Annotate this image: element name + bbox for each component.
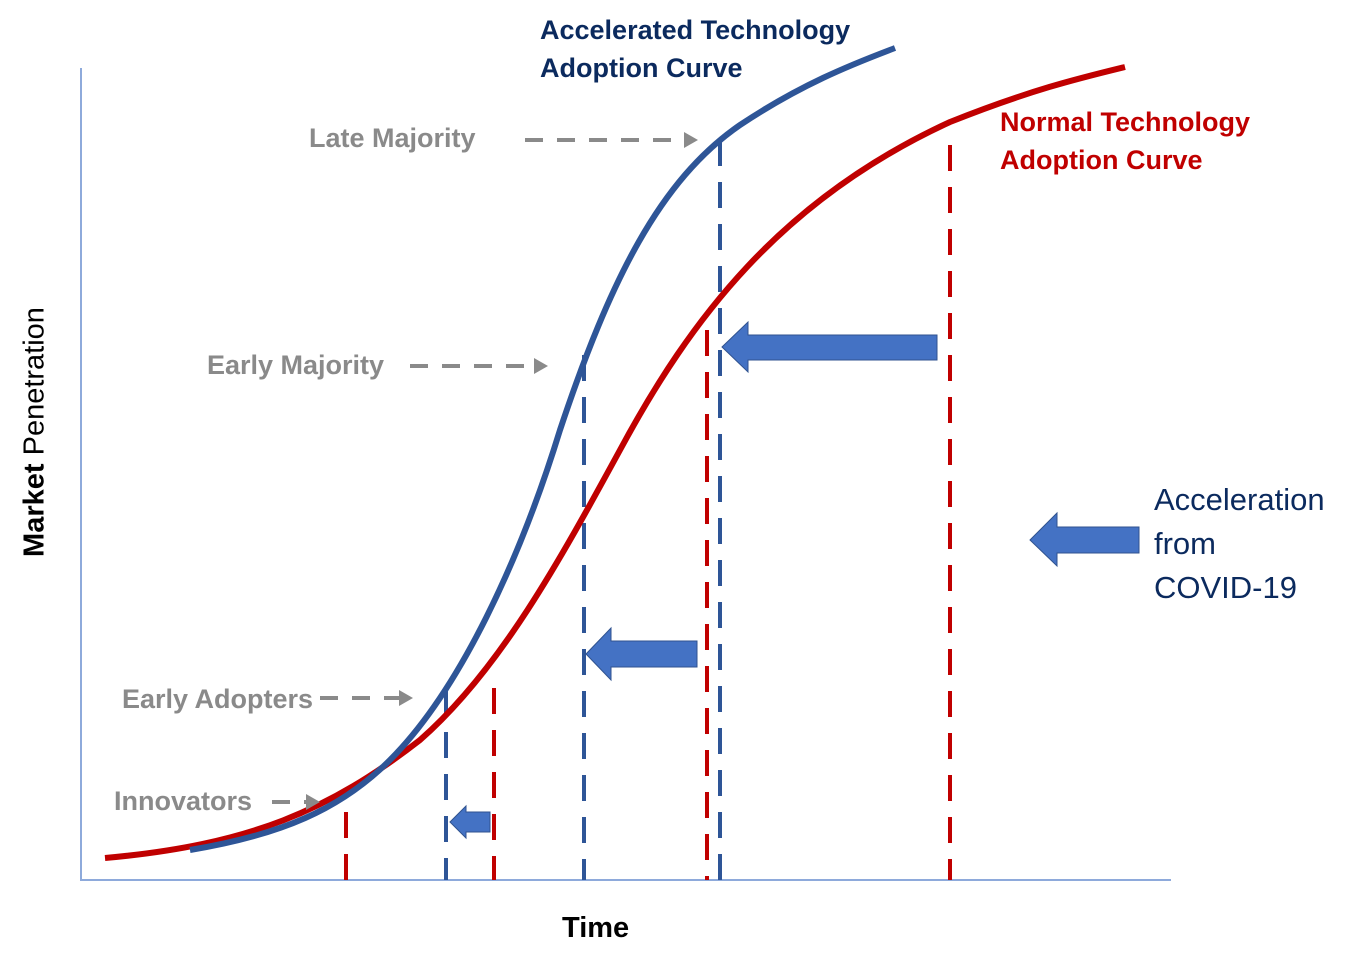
- accelerated-curve-title: Accelerated Technology Adoption Curve: [540, 11, 850, 87]
- legend-line: from: [1154, 526, 1216, 561]
- y-axis-label: Market Penetration: [19, 307, 52, 557]
- acceleration-arrow-early-adopters: [449, 804, 491, 840]
- accelerated-adoption-curve: [189, 45, 897, 853]
- arrowhead-icon: [534, 358, 548, 374]
- title-line: Accelerated Technology: [540, 15, 851, 45]
- label-innovators: Innovators: [114, 786, 253, 816]
- arrowhead-icon: [399, 690, 413, 706]
- y-axis-label-rest: Penetration: [18, 307, 51, 464]
- normal-curve-title: Normal Technology Adoption Curve: [1000, 103, 1250, 179]
- title-line: Normal Technology: [1000, 107, 1251, 137]
- legend-line: Acceleration: [1154, 482, 1325, 517]
- legend-text: Acceleration from COVID-19: [1154, 478, 1325, 610]
- x-axis-label: Time: [562, 912, 630, 944]
- title-line: Adoption Curve: [1000, 145, 1203, 175]
- legend-line: COVID-19: [1154, 570, 1297, 605]
- arrowhead-icon: [684, 132, 698, 148]
- y-axis-label-bold: Market: [18, 463, 51, 557]
- normal-adoption-curve: [104, 64, 1126, 861]
- normal-milestone-lines: [344, 145, 952, 880]
- label-early-majority: Early Majority: [207, 350, 385, 380]
- arrowhead-icon: [306, 794, 320, 810]
- title-line: Adoption Curve: [540, 53, 743, 83]
- acceleration-arrow-early-majority: [585, 626, 698, 682]
- acceleration-arrow-late: [721, 320, 938, 374]
- accelerated-milestone-lines: [444, 140, 722, 880]
- label-late-majority: Late Majority: [309, 123, 476, 153]
- label-early-adopters: Early Adopters: [122, 684, 314, 714]
- legend-arrow-icon: [1029, 511, 1140, 568]
